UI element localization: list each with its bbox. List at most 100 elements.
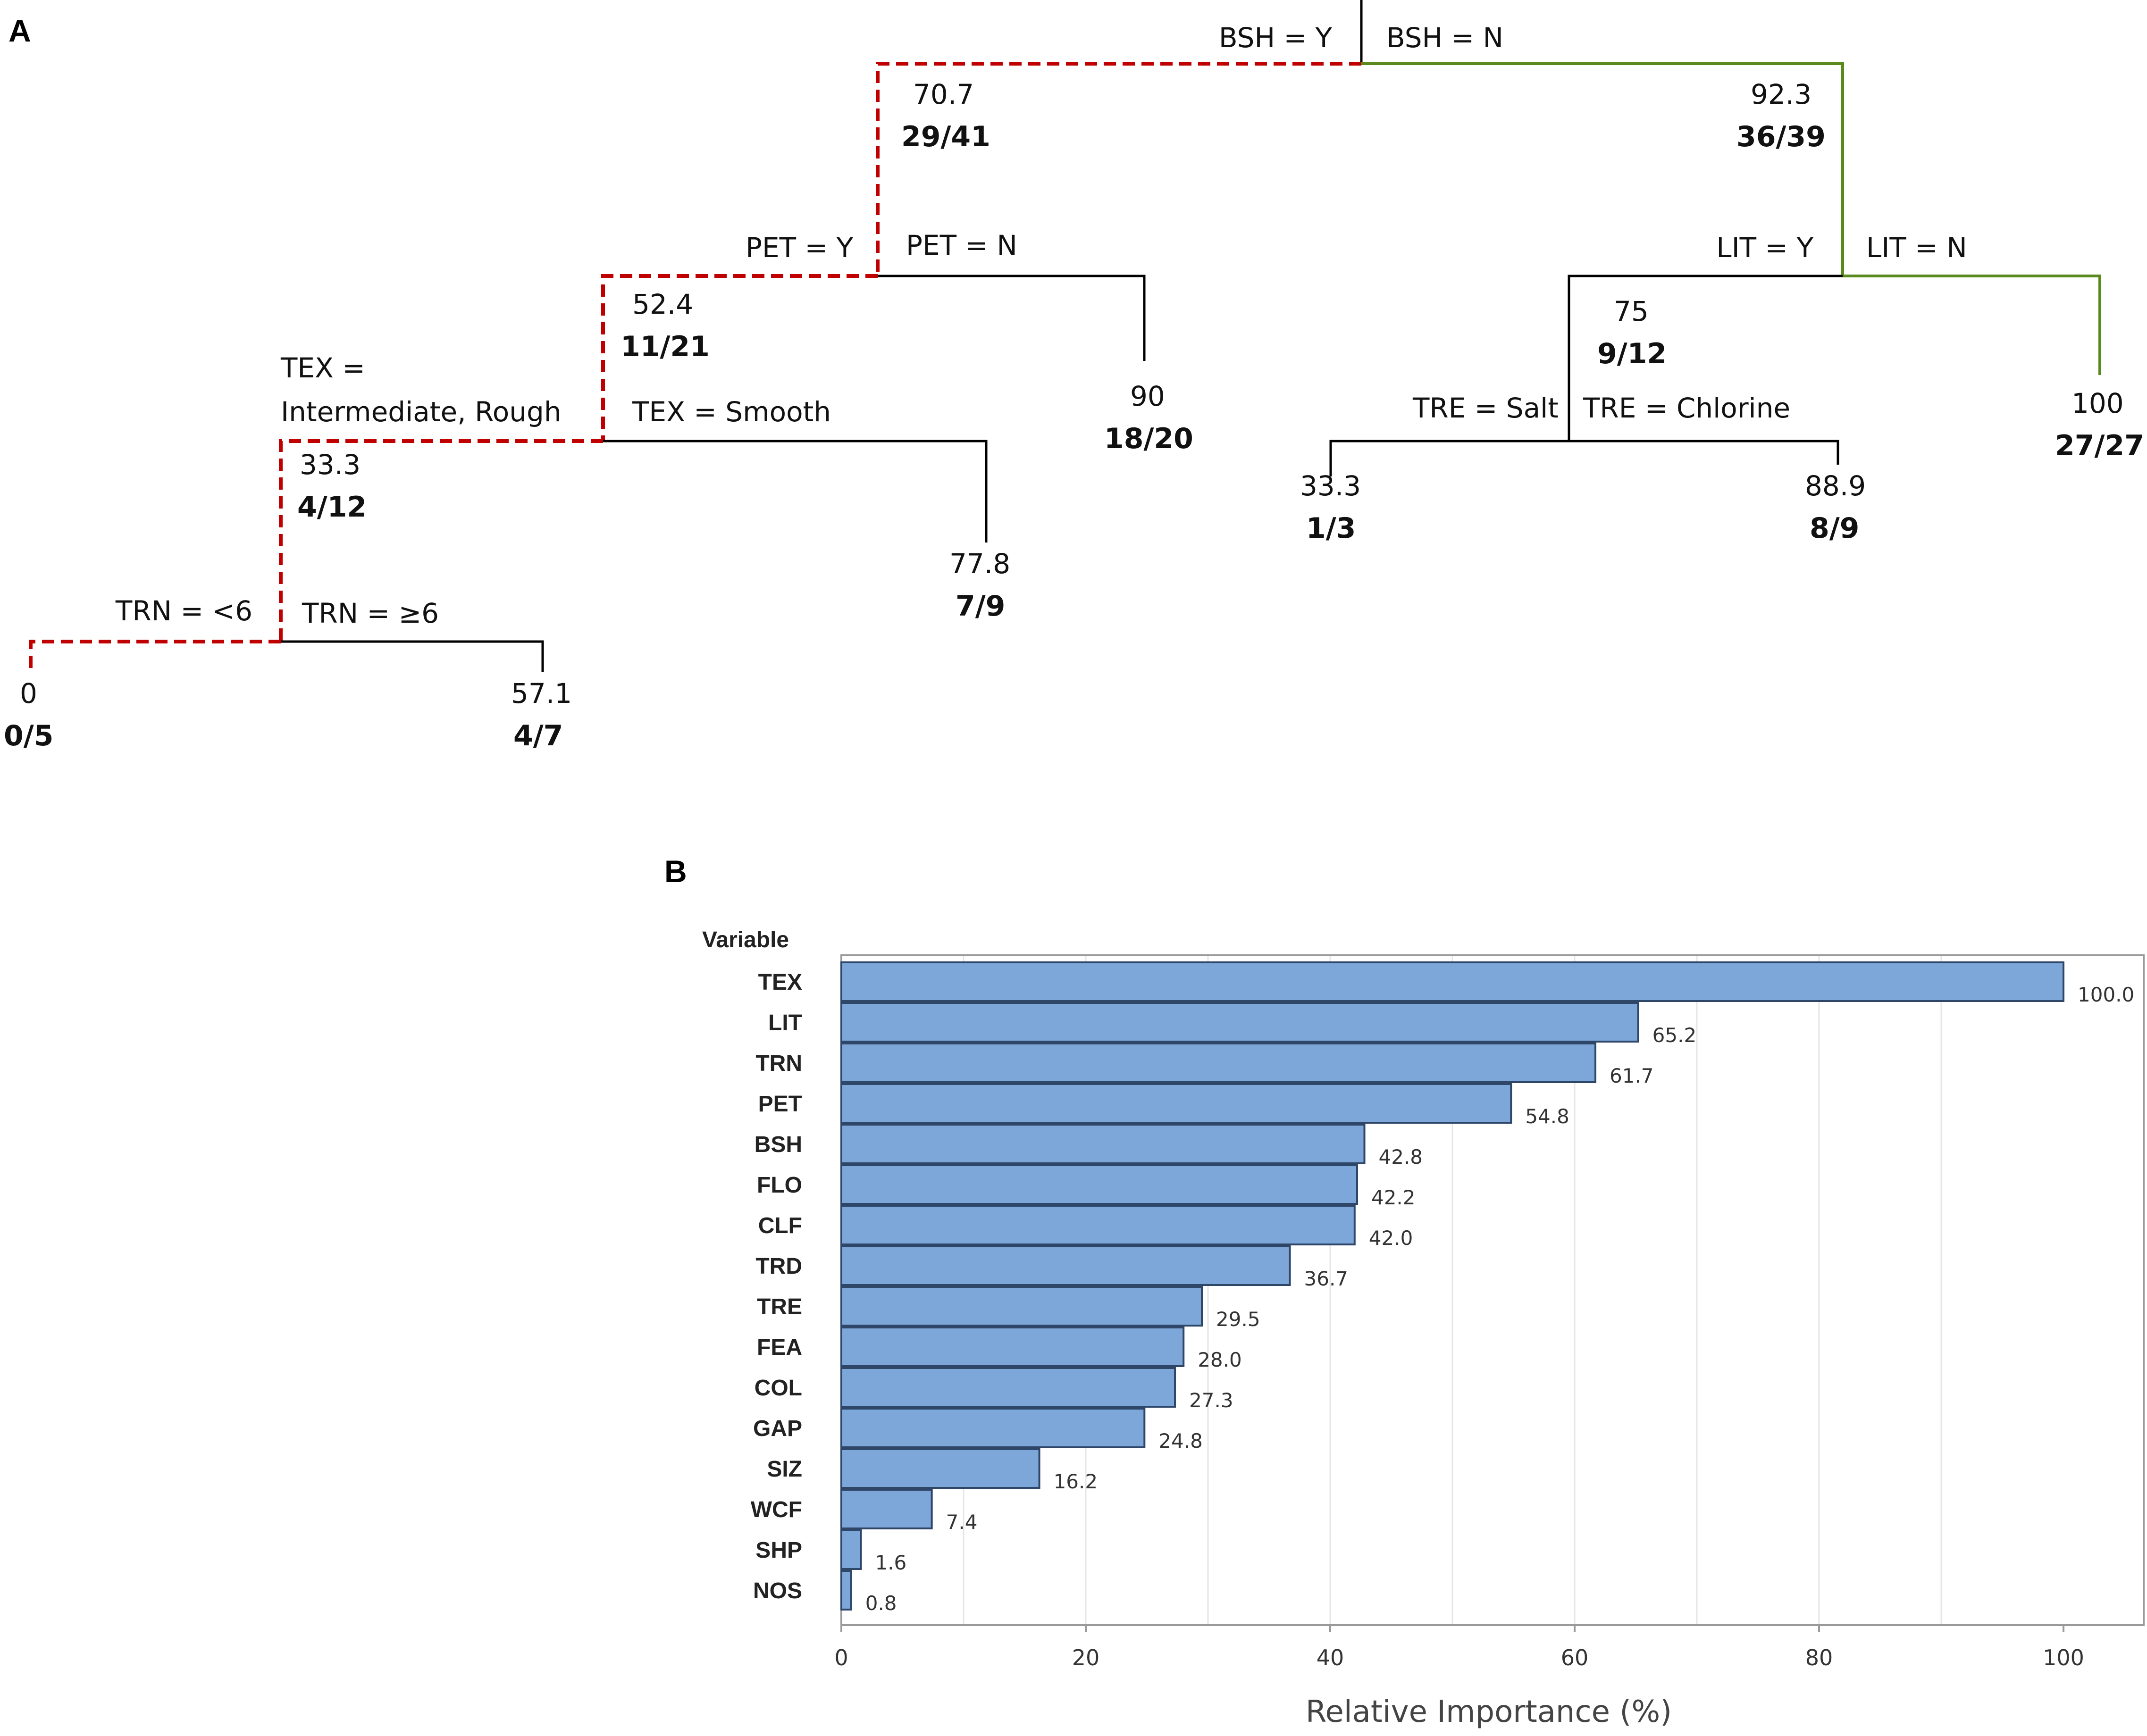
node-count: 7/9 — [956, 590, 1005, 623]
tree-node-lit-n: 100 27/27 — [2055, 387, 2144, 462]
category-label-tex: TEX — [758, 970, 802, 995]
category-label-trd: TRD — [755, 1254, 802, 1279]
split-label-trn-lt6: TRN = <6 — [115, 595, 252, 627]
node-count: 1/3 — [1306, 512, 1356, 545]
bar-tex — [840, 961, 2064, 1002]
category-label-trn: TRN — [755, 1051, 802, 1076]
value-label-gap: 24.8 — [1158, 1429, 1203, 1452]
x-tick-label: 0 — [834, 1645, 848, 1670]
tree-edge-tre-chlorine — [1569, 440, 1839, 465]
value-label-flo: 42.2 — [1371, 1186, 1416, 1209]
x-tick-label: 20 — [1072, 1645, 1100, 1670]
x-axis-title: Relative Importance (%) — [1306, 1694, 1672, 1729]
node-percent: 88.9 — [1805, 470, 1866, 502]
tree-node-tex-ir: 33.3 4/12 — [297, 449, 367, 524]
node-count: 0/5 — [4, 719, 53, 752]
category-label-tre: TRE — [757, 1294, 802, 1319]
value-label-lit: 65.2 — [1652, 1024, 1697, 1047]
category-label-gap: GAP — [753, 1416, 802, 1441]
split-label-bsh-n: BSH = N — [1386, 22, 1503, 54]
bar-siz — [840, 1448, 1040, 1489]
x-tick-labels: 0 20 40 60 80 100 — [834, 1625, 2084, 1670]
tree-node-bsh-n: 92.3 36/39 — [1736, 78, 1826, 153]
bar-wcf — [840, 1489, 933, 1529]
tree-node-pet-y: 52.4 11/21 — [621, 288, 710, 363]
split-label-tex-smooth: TEX = Smooth — [632, 396, 831, 428]
bar-shp — [840, 1529, 862, 1570]
node-percent: 0 — [20, 677, 37, 709]
tree-node-bsh-y: 70.7 29/41 — [901, 78, 990, 153]
x-tick-label: 40 — [1317, 1645, 1344, 1670]
category-label-clf: CLF — [758, 1213, 802, 1238]
category-label-lit: LIT — [768, 1010, 802, 1035]
category-label-siz: SIZ — [767, 1457, 802, 1482]
node-percent: 77.8 — [949, 548, 1010, 580]
bar-clf — [840, 1205, 1356, 1245]
tree-edge-pet-n — [878, 275, 1146, 361]
decision-tree: A BSH = Y BSH = N PET = Y PET = N LIT = … — [4, 0, 2144, 752]
node-count: 4/12 — [297, 491, 367, 524]
node-percent: 33.3 — [300, 449, 361, 481]
node-percent: 90 — [1130, 380, 1165, 412]
split-label-trn-ge6: TRN = ≥6 — [302, 597, 439, 629]
value-label-col: 27.3 — [1189, 1389, 1233, 1412]
node-percent: 70.7 — [913, 78, 974, 110]
bar-flo — [840, 1164, 1358, 1205]
bar-nos — [840, 1570, 852, 1611]
value-label-trn: 61.7 — [1610, 1064, 1654, 1087]
tree-edge-tex-ir — [279, 439, 603, 642]
node-count: 18/20 — [1104, 422, 1193, 455]
tree-edge-tre-salt — [1329, 440, 1569, 476]
value-label-tex: 100.0 — [2078, 983, 2134, 1006]
category-label-pet: PET — [758, 1092, 802, 1117]
tree-edge-lit-n — [1843, 275, 2101, 375]
bar-gap — [840, 1408, 1146, 1448]
node-count: 8/9 — [1810, 512, 1859, 545]
category-label-bsh: BSH — [755, 1132, 802, 1157]
category-label-nos: NOS — [753, 1578, 802, 1603]
split-label-pet-n: PET = N — [906, 229, 1017, 261]
node-count: 27/27 — [2055, 429, 2144, 462]
node-percent: 33.3 — [1300, 470, 1361, 502]
tree-edge-tex-smooth — [603, 440, 988, 542]
split-label-tre-salt: TRE = Salt — [1412, 392, 1559, 424]
node-count: 29/41 — [901, 120, 990, 153]
node-percent: 100 — [2072, 387, 2124, 419]
bars — [840, 961, 2064, 1611]
bar-pet — [840, 1083, 1512, 1124]
y-axis-title: Variable — [702, 927, 789, 952]
tree-edge-trn-ge6 — [281, 640, 544, 672]
node-percent: 57.1 — [511, 677, 572, 709]
node-count: 11/21 — [621, 330, 710, 363]
value-label-fea: 28.0 — [1198, 1348, 1242, 1371]
split-label-tex-ir-line1: TEX = — [280, 352, 365, 384]
tree-node-pet-n: 90 18/20 — [1104, 380, 1193, 455]
category-labels: TEX LIT TRN PET BSH FLO CLF TRD TRE FEA COL GAP SIZ W… — [751, 970, 802, 1603]
value-label-shp: 1.6 — [875, 1551, 906, 1574]
tree-node-tre-salt: 33.3 1/3 — [1300, 470, 1361, 545]
bar-trn — [840, 1043, 1597, 1083]
value-labels: 100.0 65.2 61.7 54.8 42.8 42.2 42.0 36.7 29.5 28.… — [865, 983, 2135, 1615]
value-label-wcf: 7.4 — [946, 1511, 978, 1534]
bar-tre — [840, 1286, 1203, 1327]
tree-node-tex-smooth: 77.8 7/9 — [949, 548, 1010, 623]
value-label-tre: 29.5 — [1216, 1308, 1260, 1331]
tree-edge-bsh-n — [1361, 62, 1844, 276]
category-label-col: COL — [755, 1376, 802, 1401]
node-count: 9/12 — [1597, 337, 1667, 370]
node-percent: 92.3 — [1751, 78, 1812, 110]
node-count: 36/39 — [1736, 120, 1826, 153]
tree-edge-lit-y — [1568, 275, 1843, 441]
node-percent: 75 — [1614, 295, 1649, 327]
x-tick-label: 80 — [1805, 1645, 1833, 1670]
value-label-trd: 36.7 — [1304, 1267, 1349, 1290]
split-label-bsh-y: BSH = Y — [1219, 22, 1333, 54]
x-tick-label: 100 — [2043, 1645, 2084, 1670]
value-label-bsh: 42.8 — [1379, 1145, 1423, 1168]
split-label-tre-chlorine: TRE = Chlorine — [1583, 392, 1790, 424]
category-label-fea: FEA — [757, 1335, 802, 1360]
split-label-pet-y: PET = Y — [746, 232, 854, 264]
tree-edge-bsh-y — [876, 62, 1361, 276]
importance-chart: B Variable TEX LIT TRN PET BSH FLO CLF TRD TRE FE… — [664, 854, 2145, 1729]
